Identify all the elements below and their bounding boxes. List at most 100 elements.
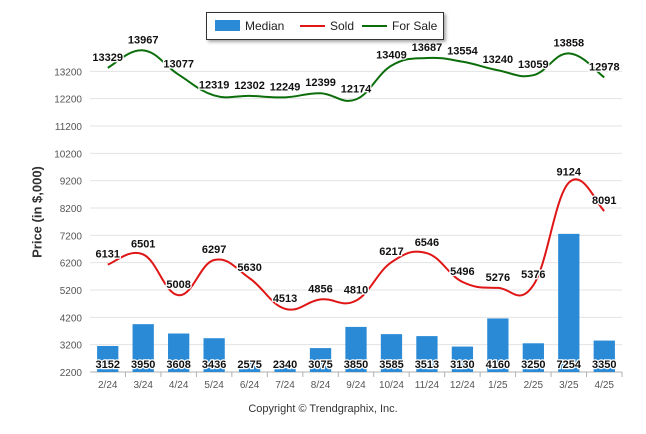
sold-point-label: 5008 xyxy=(166,279,190,291)
for-sale-point-label: 12174 xyxy=(341,83,372,95)
sold-point-label: 8091 xyxy=(592,195,616,207)
legend-label-sold: Sold xyxy=(330,19,355,33)
median-bar-label: 2575 xyxy=(237,359,261,371)
for-sale-point-label: 13409 xyxy=(376,50,407,62)
legend-swatch-sold xyxy=(300,25,325,27)
median-bar-label: 3436 xyxy=(202,359,226,371)
median-bar-label: 3950 xyxy=(131,359,155,371)
y-tick-label: 8200 xyxy=(60,204,83,215)
x-tick-label: 6/24 xyxy=(240,380,260,391)
x-tick-label: 4/24 xyxy=(169,380,189,391)
for-sale-point-label: 12399 xyxy=(305,77,336,89)
for-sale-point-label: 12319 xyxy=(199,79,230,91)
median-bar-label: 3350 xyxy=(592,359,616,371)
median-bar-label: 3130 xyxy=(450,359,474,371)
for-sale-point-label: 12978 xyxy=(589,61,620,73)
legend-swatch-median xyxy=(215,20,240,31)
sold-line xyxy=(107,178,605,311)
median-bar xyxy=(274,368,296,372)
for-sale-point-label: 13059 xyxy=(518,59,549,71)
y-tick-label: 4200 xyxy=(60,313,83,324)
y-tick-label: 3200 xyxy=(60,341,83,352)
sold-point-label: 5276 xyxy=(486,272,510,284)
median-bar-label: 4160 xyxy=(486,359,510,371)
y-tick-label: 7200 xyxy=(60,231,83,242)
median-bar-label: 7254 xyxy=(557,359,582,371)
for-sale-point-label: 13967 xyxy=(128,34,159,46)
median-bar xyxy=(593,340,615,372)
x-tick-label: 12/24 xyxy=(450,380,475,391)
for-sale-point-label: 13687 xyxy=(412,42,443,54)
sold-point-label: 6546 xyxy=(415,237,439,249)
median-bar xyxy=(558,233,580,372)
median-bar-label: 3513 xyxy=(415,359,439,371)
for-sale-point-label: 13329 xyxy=(92,52,123,64)
median-bar xyxy=(416,336,438,372)
y-tick-label: 6200 xyxy=(60,259,83,270)
y-tick-label: 2200 xyxy=(60,368,83,379)
x-tick-label: 4/25 xyxy=(595,380,615,391)
median-bar xyxy=(132,324,154,372)
median-bar-label: 3608 xyxy=(166,359,190,371)
legend: Median Sold For Sale xyxy=(206,12,444,40)
legend-label-for-sale: For Sale xyxy=(392,19,438,33)
legend-label-median: Median xyxy=(245,19,285,33)
median-bar xyxy=(97,345,119,372)
y-tick-label: 9200 xyxy=(60,177,83,188)
median-bar xyxy=(345,326,367,372)
sold-point-label: 4856 xyxy=(308,283,332,295)
sold-point-label: 5630 xyxy=(237,262,261,274)
median-bar-label: 3250 xyxy=(521,359,545,371)
x-tick-label: 8/24 xyxy=(311,380,331,391)
x-tick-label: 1/25 xyxy=(488,380,508,391)
x-axis-ticks: 2/24 3/24 4/24 5/24 6/24 7/24 8/24 9/24 10/24 11/… xyxy=(98,372,623,391)
sold-point-label: 6131 xyxy=(95,249,119,261)
median-bar xyxy=(380,334,403,372)
median-bar-label: 3850 xyxy=(344,359,368,371)
sold-point-label: 6501 xyxy=(131,238,155,250)
y-axis-ticks: 2200 3200 4200 5200 6200 7200 8200 9200 10200 112… xyxy=(54,67,82,379)
median-bar-label: 3152 xyxy=(95,359,119,371)
for-sale-line xyxy=(107,49,605,102)
x-tick-label: 3/25 xyxy=(559,380,579,391)
median-bar-label: 2340 xyxy=(273,359,297,371)
for-sale-point-label: 12302 xyxy=(234,80,265,92)
y-tick-label: 10200 xyxy=(54,149,82,160)
sold-point-label: 4513 xyxy=(273,293,297,305)
y-tick-label: 12200 xyxy=(54,95,82,106)
data-labels: 3152 3950 3608 3436 2575 2340 3075 3850 3585 3513… xyxy=(91,33,621,372)
sold-point-label: 6297 xyxy=(202,244,226,256)
x-tick-label: 11/24 xyxy=(415,380,440,391)
median-bar xyxy=(487,318,509,372)
legend-swatch-for-sale xyxy=(362,25,387,27)
x-tick-label: 2/25 xyxy=(524,380,544,391)
sold-point-label: 4810 xyxy=(344,285,368,297)
median-bar-label: 3585 xyxy=(379,359,403,371)
copyright-text: Copyright © Trendgraphix, Inc. xyxy=(248,403,398,415)
median-bar xyxy=(203,338,225,372)
for-sale-point-label: 13554 xyxy=(447,46,478,58)
y-axis-label: Price (in $,000) xyxy=(29,166,45,258)
x-tick-label: 10/24 xyxy=(379,380,404,391)
x-tick-label: 3/24 xyxy=(133,380,153,391)
series-lines xyxy=(107,49,605,311)
median-bars xyxy=(97,233,615,372)
x-tick-label: 2/24 xyxy=(98,380,118,391)
for-sale-point-label: 12249 xyxy=(270,81,301,93)
median-bar-label: 3075 xyxy=(308,359,332,371)
y-tick-label: 5200 xyxy=(60,286,83,297)
median-bar xyxy=(309,348,332,372)
sold-point-label: 9124 xyxy=(557,167,582,179)
sold-point-label: 5376 xyxy=(521,269,545,281)
y-tick-label: 11200 xyxy=(55,122,83,133)
for-sale-point-label: 13858 xyxy=(554,37,585,49)
x-tick-label: 7/24 xyxy=(275,380,295,391)
median-bar xyxy=(168,333,190,372)
median-bar xyxy=(451,346,474,372)
median-bar xyxy=(522,343,544,372)
x-tick-label: 5/24 xyxy=(204,380,224,391)
sold-point-label: 6217 xyxy=(379,246,403,258)
y-tick-label: 13200 xyxy=(54,67,82,78)
median-bar xyxy=(238,361,261,372)
